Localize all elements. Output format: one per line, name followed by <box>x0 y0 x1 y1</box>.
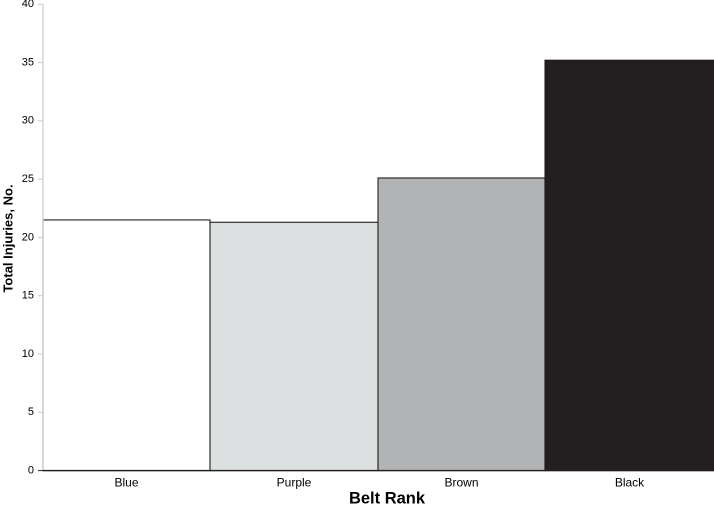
svg-text:25: 25 <box>22 173 34 185</box>
svg-text:10: 10 <box>22 348 34 360</box>
svg-text:40: 40 <box>22 0 34 10</box>
svg-text:30: 30 <box>22 115 34 127</box>
svg-text:0: 0 <box>28 465 34 477</box>
svg-text:35: 35 <box>22 56 34 68</box>
svg-text:5: 5 <box>28 406 34 418</box>
svg-text:Total Injuries, No.: Total Injuries, No. <box>0 184 15 292</box>
svg-text:20: 20 <box>22 231 34 243</box>
svg-text:Blue: Blue <box>114 476 138 490</box>
svg-text:Brown: Brown <box>444 476 478 490</box>
svg-text:Black: Black <box>615 476 645 490</box>
svg-text:15: 15 <box>22 290 34 302</box>
svg-text:Belt Rank: Belt Rank <box>349 490 426 507</box>
svg-text:Purple: Purple <box>277 476 312 490</box>
